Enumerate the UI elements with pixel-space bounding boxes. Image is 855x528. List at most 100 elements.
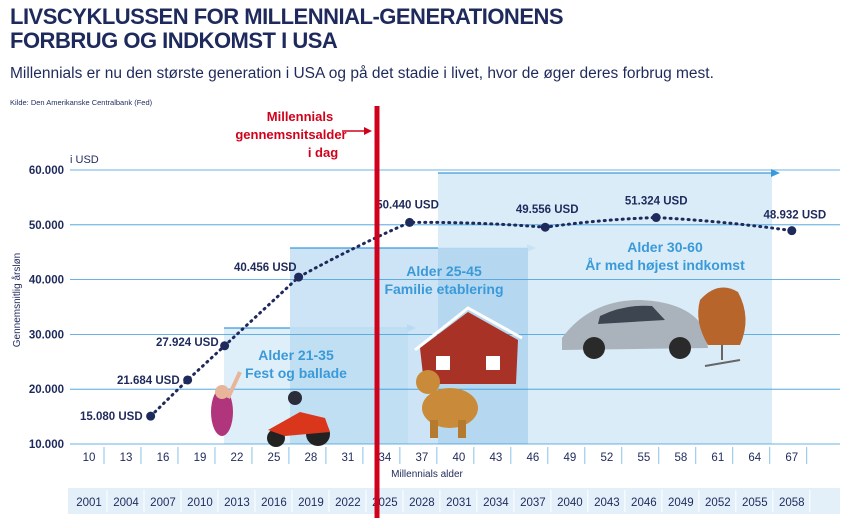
y-tick-label: 60.000 <box>29 165 64 177</box>
age-tick-label: 67 <box>785 452 798 464</box>
marker-label-line2: gennemsnitsalder <box>235 127 346 142</box>
dog-leg-icon <box>430 420 438 438</box>
illustrations <box>211 287 746 447</box>
year-tick-label: 2031 <box>446 497 472 509</box>
age-tick-label: 46 <box>526 452 539 464</box>
dog-icon <box>422 388 478 428</box>
data-point <box>540 222 550 232</box>
data-label: 27.924 USD <box>156 337 219 349</box>
data-label: 49.556 USD <box>516 204 579 216</box>
house-window-icon <box>486 356 500 370</box>
year-tick-label: 2001 <box>76 497 102 509</box>
dancer-head-icon <box>215 385 229 399</box>
data-point <box>405 217 415 227</box>
data-point <box>183 375 193 385</box>
dog-leg-icon <box>458 420 466 438</box>
year-tick-label: 2034 <box>483 497 509 509</box>
age-tick-label: 28 <box>305 452 318 464</box>
chart-title: LIVSCYKLUSSEN FOR MILLENNIAL-GENERATIONE… <box>10 5 650 53</box>
year-tick-label: 2007 <box>150 497 176 509</box>
age-tick-label: 10 <box>83 452 96 464</box>
year-tick-label: 2055 <box>742 497 768 509</box>
band-title-1: Alder 21-35 <box>258 347 334 363</box>
band-subtitle-3: År med højest indkomst <box>585 257 745 273</box>
band-subtitle-1: Fest og ballade <box>245 365 347 381</box>
y-tick-label: 40.000 <box>29 275 64 287</box>
year-tick-label: 2022 <box>335 497 361 509</box>
year-tick-label: 2013 <box>224 497 250 509</box>
y-tick-label: 20.000 <box>29 384 64 396</box>
data-label: 50.440 USD <box>376 199 439 211</box>
year-tick-label: 2028 <box>409 497 435 509</box>
house-window-icon <box>436 356 450 370</box>
year-tick-label: 2052 <box>705 497 731 509</box>
dancer-icon <box>211 388 233 436</box>
y-tick-label: 10.000 <box>29 439 64 451</box>
car-wheel-icon <box>583 337 605 359</box>
data-point <box>146 411 156 421</box>
age-tick-label: 25 <box>268 452 281 464</box>
age-tick-label: 34 <box>379 452 392 464</box>
title-line-1: LIVSCYKLUSSEN FOR MILLENNIAL-GENERATIONE… <box>10 4 564 29</box>
car-icon <box>562 300 708 350</box>
age-tick-label: 61 <box>711 452 724 464</box>
y-tick-label: 50.000 <box>29 220 64 232</box>
data-point <box>787 226 797 236</box>
data-point <box>294 272 304 282</box>
age-tick-label: 31 <box>342 452 355 464</box>
data-label: 15.080 USD <box>80 411 143 423</box>
x-axis-label: Millennials alder <box>391 469 463 480</box>
year-tick-label: 2004 <box>113 497 139 509</box>
marker-label-line3: i dag <box>308 145 338 160</box>
source-note: Kilde: Den Amerikanske Centralbank (Fed) <box>10 98 153 107</box>
age-tick-label: 16 <box>157 452 170 464</box>
income-line <box>149 216 794 418</box>
band-arrow-head-3 <box>771 169 780 177</box>
year-axis-bar <box>68 488 840 514</box>
band-subtitle-2: Familie etablering <box>384 281 503 297</box>
year-tick-label: 2010 <box>187 497 213 509</box>
marker-arrow-head <box>364 127 372 135</box>
y-axis-label: Gennemsnitlig årsløn <box>11 253 23 347</box>
house-roof-icon <box>414 306 523 352</box>
year-tick-label: 2043 <box>594 497 620 509</box>
age-tick-label: 64 <box>748 452 761 464</box>
band-title-3: Alder 30-60 <box>627 239 703 255</box>
age-tick-label: 55 <box>637 452 650 464</box>
dog-head-icon <box>416 370 440 394</box>
egg-chair-icon <box>698 287 746 345</box>
age-tick-label: 22 <box>231 452 244 464</box>
millennial-marker: Millennials gennemsnitsalder i dag <box>235 106 380 518</box>
data-label: 21.684 USD <box>117 375 180 387</box>
year-tick-label: 2049 <box>668 497 694 509</box>
data-label: 51.324 USD <box>625 196 688 208</box>
year-tick-label: 2037 <box>520 497 546 509</box>
data-label: 48.932 USD <box>763 210 826 222</box>
dancer-arm-icon <box>226 371 242 399</box>
age-tick-label: 37 <box>416 452 429 464</box>
gridlines: 10.000 20.000 30.000 40.000 50.000 60.000 i US… <box>11 154 840 451</box>
age-tick-label: 13 <box>120 452 133 464</box>
title-line-2: FORBRUG OG INDKOMST I USA <box>10 28 338 53</box>
band-title-2: Alder 25-45 <box>406 263 482 279</box>
age-tick-label: 58 <box>674 452 687 464</box>
data-point <box>651 213 661 223</box>
age-tick-label: 49 <box>563 452 576 464</box>
car-window-icon <box>598 305 665 324</box>
year-tick-label: 2019 <box>298 497 324 509</box>
income-series: 15.080 USD 21.684 USD 27.924 USD 40.456 USD… <box>80 196 826 424</box>
y-unit-label: i USD <box>70 154 99 166</box>
age-tick-label: 43 <box>489 452 502 464</box>
axes: 10 13 16 19 22 25 28 31 34 37 40 43 46 49 52 55 58 61 64 67… <box>68 447 840 514</box>
chair-base-icon <box>704 359 741 367</box>
marker-label-line1: Millennials <box>267 109 333 124</box>
data-point <box>220 341 230 351</box>
year-tick-label: 2040 <box>557 497 583 509</box>
year-tick-label: 2046 <box>631 497 657 509</box>
age-tick-label: 52 <box>600 452 613 464</box>
data-label: 40.456 USD <box>234 262 297 274</box>
age-tick-label: 40 <box>453 452 466 464</box>
y-tick-label: 30.000 <box>29 329 64 341</box>
chart-subtitle: Millennials er nu den største generation… <box>10 65 714 82</box>
rider-helmet-icon <box>288 391 302 405</box>
